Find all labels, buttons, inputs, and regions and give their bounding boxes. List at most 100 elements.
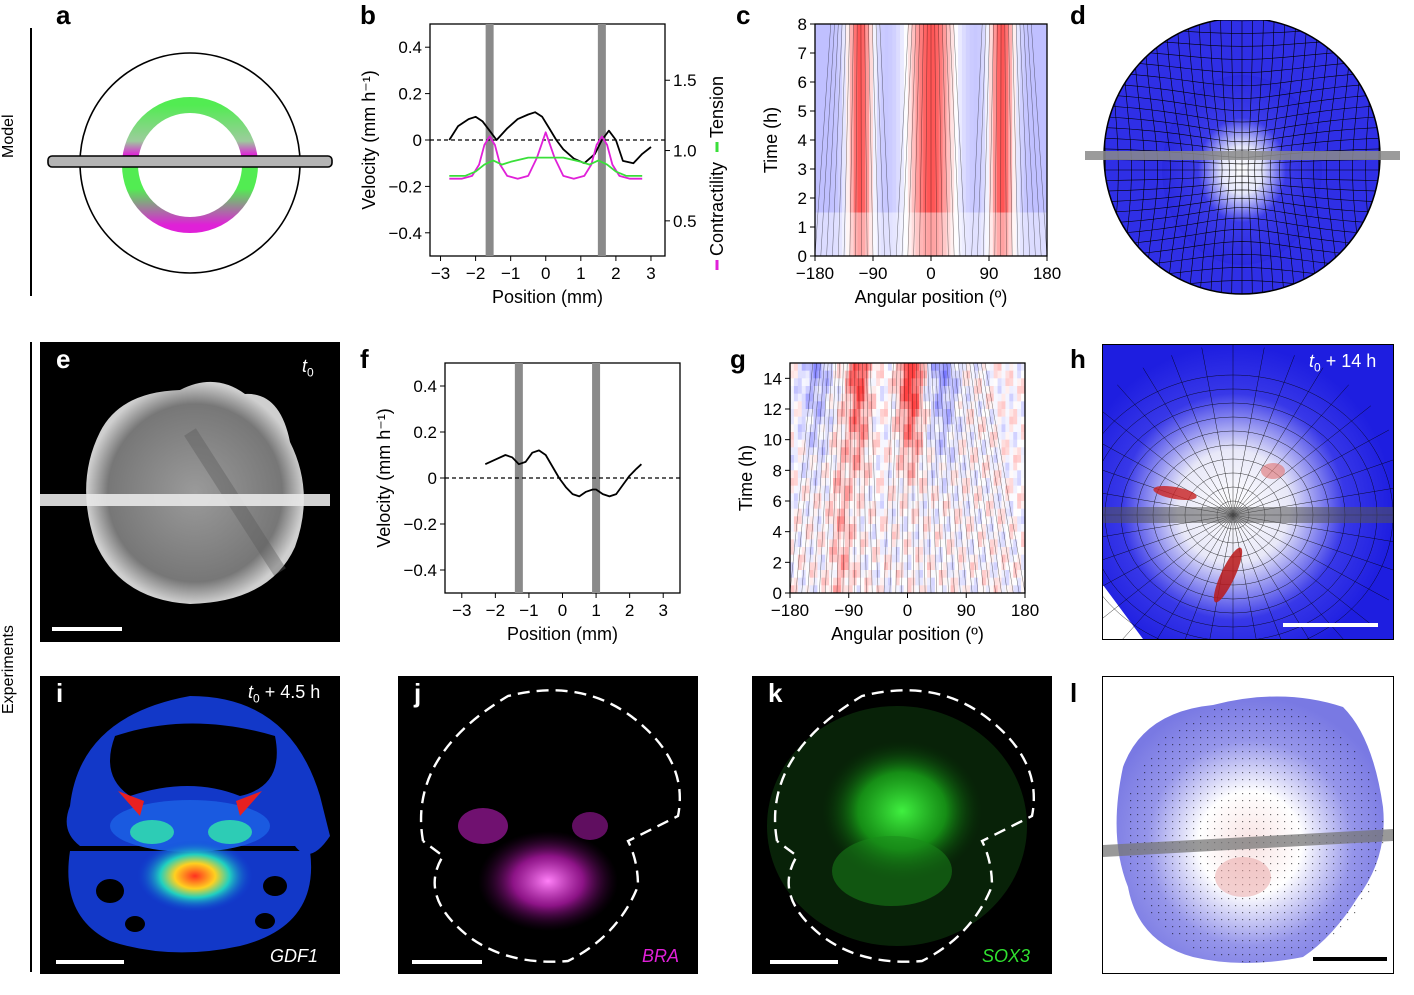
heatmap-cell bbox=[1009, 547, 1014, 556]
trajectory-line bbox=[954, 362, 979, 594]
heatmap-cell bbox=[989, 478, 995, 487]
heatmap-cell bbox=[950, 493, 955, 502]
heatmap-cell bbox=[942, 439, 948, 448]
trajectory-line bbox=[935, 362, 949, 594]
heatmap-cell bbox=[817, 508, 822, 517]
heatmap-cell bbox=[895, 378, 901, 387]
heatmap-cell bbox=[903, 386, 908, 395]
trajectory-line bbox=[820, 23, 835, 257]
heatmap-cell bbox=[880, 432, 885, 441]
heatmap-cell bbox=[1017, 462, 1022, 471]
heatmap-cell bbox=[817, 432, 822, 441]
heatmap-cell bbox=[864, 547, 869, 556]
heatmap-cell bbox=[903, 577, 908, 586]
heatmap-cell bbox=[895, 447, 901, 456]
heatmap-cell bbox=[919, 478, 924, 487]
heatmap-cell bbox=[891, 531, 897, 540]
trajectory-line bbox=[923, 362, 932, 594]
heatmap-cell bbox=[844, 562, 850, 571]
heatmap-cell bbox=[797, 539, 803, 548]
heatmap-cell bbox=[864, 577, 869, 586]
trajectory-line bbox=[1023, 23, 1036, 257]
heatmap-cell bbox=[837, 501, 842, 510]
heatmap-cell bbox=[970, 508, 975, 517]
heatmap-column bbox=[911, 24, 917, 256]
heatmap-cell bbox=[797, 562, 803, 571]
heatmap-cell bbox=[797, 531, 803, 540]
heatmap-cell bbox=[978, 516, 983, 525]
panel-d-deformation-grid bbox=[1085, 20, 1400, 295]
heatmap-cell bbox=[880, 447, 885, 456]
heatmap-cell bbox=[833, 447, 838, 456]
heatmap-cell bbox=[860, 462, 865, 471]
heatmap-cell bbox=[793, 386, 799, 395]
heatmap-cell bbox=[1021, 432, 1026, 441]
heatmap-cell bbox=[813, 485, 818, 494]
heatmap-cell bbox=[919, 370, 924, 379]
heatmap-cell bbox=[931, 516, 936, 525]
heatmap-cell bbox=[966, 577, 971, 586]
heatmap-cell bbox=[927, 424, 932, 433]
heatmap-cell bbox=[942, 493, 948, 502]
x-tick-label: 1 bbox=[591, 601, 600, 620]
heatmap-cell bbox=[911, 386, 916, 395]
experiments-divider-line bbox=[30, 342, 32, 972]
heatmap-cell bbox=[931, 363, 936, 372]
experiments-side-label: Experiments bbox=[0, 625, 17, 714]
heatmap-cell bbox=[891, 562, 897, 571]
heatmap-cell bbox=[860, 547, 865, 556]
heatmap-cell bbox=[923, 524, 928, 533]
heatmap-cell bbox=[840, 470, 846, 479]
y-tick-label: 2 bbox=[798, 189, 807, 208]
heatmap-cell bbox=[938, 501, 944, 510]
trajectory-line bbox=[895, 362, 902, 594]
heatmap-cell bbox=[903, 409, 908, 418]
heatmap-cell bbox=[942, 462, 948, 471]
y-tick-label: 1 bbox=[798, 218, 807, 237]
heatmap-cell bbox=[848, 501, 854, 510]
heatmap-cell bbox=[848, 485, 854, 494]
heatmap-cell bbox=[833, 547, 838, 556]
heatmap-cell bbox=[985, 462, 991, 471]
heatmap-cell bbox=[797, 393, 803, 402]
heatmap-cell bbox=[934, 478, 940, 487]
heatmap-cell bbox=[809, 424, 814, 433]
heatmap-cell bbox=[911, 524, 916, 533]
trajectory-line bbox=[988, 23, 994, 257]
heatmap-cell bbox=[978, 455, 983, 464]
heatmap-cell bbox=[946, 455, 951, 464]
heatmap-cell bbox=[903, 547, 908, 556]
heatmap-cell bbox=[962, 439, 967, 448]
heatmap-column bbox=[965, 24, 971, 256]
heatmap-cell bbox=[974, 485, 979, 494]
trajectory-line bbox=[1008, 23, 1013, 257]
heatmap-cell bbox=[962, 516, 967, 525]
heatmap-cell bbox=[1005, 524, 1010, 533]
heatmap-cell bbox=[860, 478, 865, 487]
trajectory-line bbox=[953, 23, 967, 257]
heatmap-cell bbox=[919, 562, 924, 571]
panel-i-gene-label: GDF1 bbox=[270, 946, 319, 966]
heatmap-cell bbox=[844, 455, 850, 464]
heatmap-cell bbox=[950, 416, 955, 425]
heatmap-cell bbox=[880, 416, 885, 425]
heatmap-cell bbox=[801, 547, 807, 556]
heatmap-cell bbox=[950, 378, 955, 387]
heatmap-cell bbox=[884, 363, 889, 372]
y-axis-label: Velocity (mm h⁻¹) bbox=[359, 70, 379, 210]
heatmap-cell bbox=[790, 455, 795, 464]
heatmap-cell bbox=[805, 370, 810, 379]
trajectory-line bbox=[813, 362, 829, 594]
heatmap-cell bbox=[844, 401, 850, 410]
x-tick-label: −1 bbox=[501, 264, 520, 283]
heatmap-cell bbox=[844, 516, 850, 525]
heatmap-cell bbox=[954, 501, 959, 510]
trajectory-line bbox=[832, 23, 843, 257]
heatmap-cell bbox=[997, 539, 1002, 548]
heatmap-cell bbox=[876, 416, 881, 425]
heatmap-column bbox=[977, 24, 982, 256]
heatmap-cell bbox=[860, 393, 865, 402]
heatmap-cell bbox=[868, 478, 873, 487]
x-tick-label: −90 bbox=[834, 601, 863, 620]
